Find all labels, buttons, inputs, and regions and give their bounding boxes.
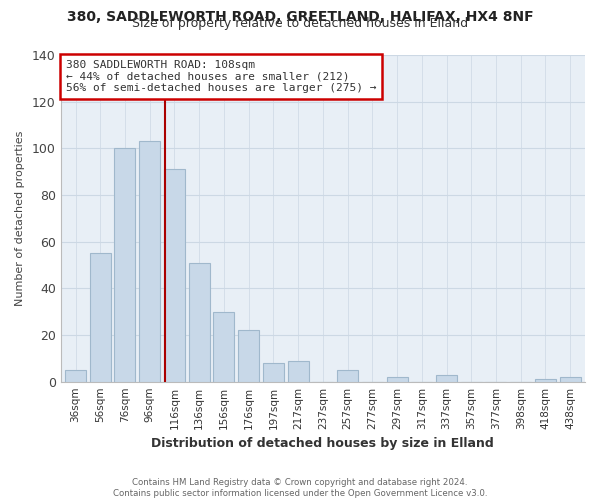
Bar [214,312,235,382]
Text: Contains HM Land Registry data © Crown copyright and database right 2024.
Contai: Contains HM Land Registry data © Crown c… [113,478,487,498]
Bar [337,370,358,382]
Bar [535,380,556,382]
Bar [65,370,86,382]
Y-axis label: Number of detached properties: Number of detached properties [15,130,25,306]
X-axis label: Distribution of detached houses by size in Elland: Distribution of detached houses by size … [151,437,494,450]
Bar [436,374,457,382]
Bar [188,262,209,382]
Bar [164,170,185,382]
Bar [287,360,308,382]
Text: 380, SADDLEWORTH ROAD, GREETLAND, HALIFAX, HX4 8NF: 380, SADDLEWORTH ROAD, GREETLAND, HALIFA… [67,10,533,24]
Bar [386,377,407,382]
Bar [90,254,111,382]
Bar [139,142,160,382]
Bar [560,377,581,382]
Text: 380 SADDLEWORTH ROAD: 108sqm
← 44% of detached houses are smaller (212)
56% of s: 380 SADDLEWORTH ROAD: 108sqm ← 44% of de… [66,60,376,93]
Bar [115,148,136,382]
Text: Size of property relative to detached houses in Elland: Size of property relative to detached ho… [132,18,468,30]
Bar [238,330,259,382]
Bar [263,363,284,382]
